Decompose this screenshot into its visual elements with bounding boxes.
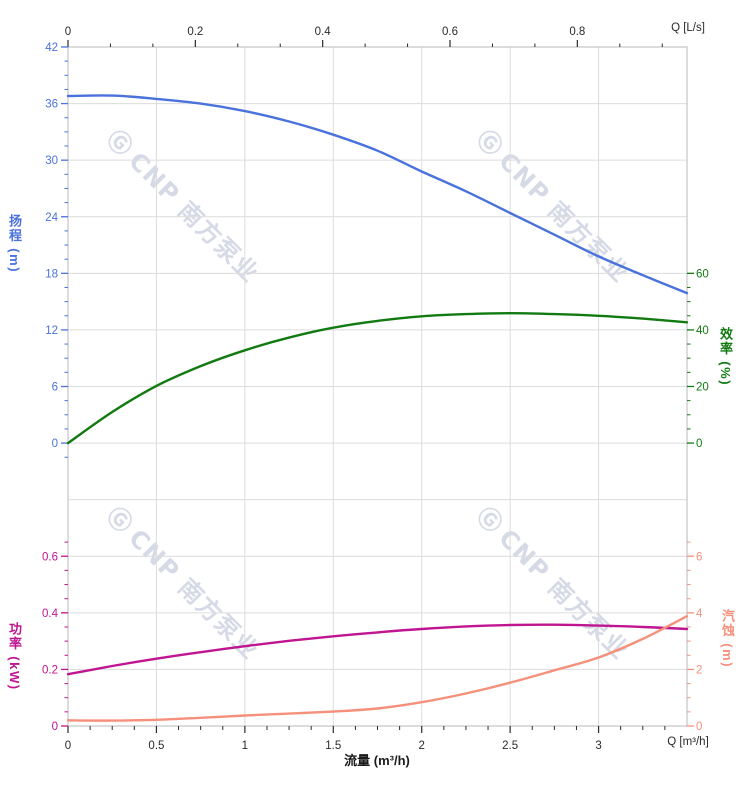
head-tick-label: 6 — [52, 382, 58, 394]
bottom-tick-label: 2 — [419, 740, 425, 752]
head-tick-label: 36 — [45, 99, 58, 111]
power-tick-label: 0.6 — [42, 551, 58, 563]
head-tick-label: 12 — [45, 325, 58, 337]
head-axis-title: 扬程 (m) — [7, 214, 22, 274]
bottom-tick-label: 0.5 — [148, 740, 164, 752]
npsh-tick-label: 2 — [696, 664, 702, 676]
power-tick-label: 0.4 — [42, 608, 59, 620]
power-tick-label: 0.2 — [42, 664, 58, 676]
npsh-tick-label: 6 — [696, 551, 702, 563]
head-curve — [66, 94, 689, 295]
bottom-tick-label: 3 — [595, 740, 601, 752]
npsh-curve — [66, 615, 689, 722]
axis-ticks — [61, 40, 694, 733]
efficiency-axis-title: 效率 (%) — [718, 327, 733, 387]
efficiency-tick-label: 40 — [696, 325, 709, 337]
top-axis-unit-label: Q [L/s] — [671, 22, 705, 34]
bottom-tick-label: 1.5 — [325, 740, 341, 752]
head-tick-label: 30 — [45, 155, 58, 167]
bottom-tick-label: 2.5 — [502, 740, 518, 752]
npsh-tick-label: 4 — [696, 608, 703, 620]
axis-tick-labels: 0 0.2 0.4 0.6 0.80 0.5 1 1.5 2 2.5 342363024181260… — [42, 26, 709, 752]
head-tick-label: 18 — [45, 268, 58, 280]
bottom-tick-label: 1 — [242, 740, 248, 752]
bottom-tick-label: 0 — [65, 740, 71, 752]
power-axis-title: 功率 (kW) — [7, 622, 22, 691]
flow-axis-title: 流量 (m³/h) — [344, 753, 410, 768]
gridlines — [68, 47, 687, 726]
bottom-axis-unit-label: Q [m³/h] — [667, 736, 709, 748]
npsh-tick-label: 0 — [696, 721, 702, 733]
efficiency-tick-label: 0 — [696, 438, 702, 450]
top-tick-label: 0 — [65, 26, 71, 38]
top-tick-label: 0.8 — [569, 26, 585, 38]
top-tick-label: 0.4 — [315, 26, 332, 38]
power-curve — [66, 623, 689, 676]
curves — [66, 94, 689, 722]
top-tick-label: 0.6 — [442, 26, 458, 38]
efficiency-curve — [66, 312, 689, 445]
top-tick-label: 0.2 — [187, 26, 203, 38]
efficiency-tick-label: 20 — [696, 382, 709, 394]
head-tick-label: 0 — [52, 438, 58, 450]
head-tick-label: 24 — [45, 212, 58, 224]
head-tick-label: 42 — [45, 42, 58, 54]
npsh-axis-title: 汽蚀 (m) — [720, 609, 735, 669]
power-tick-label: 0 — [52, 721, 58, 733]
efficiency-tick-label: 60 — [696, 268, 709, 280]
